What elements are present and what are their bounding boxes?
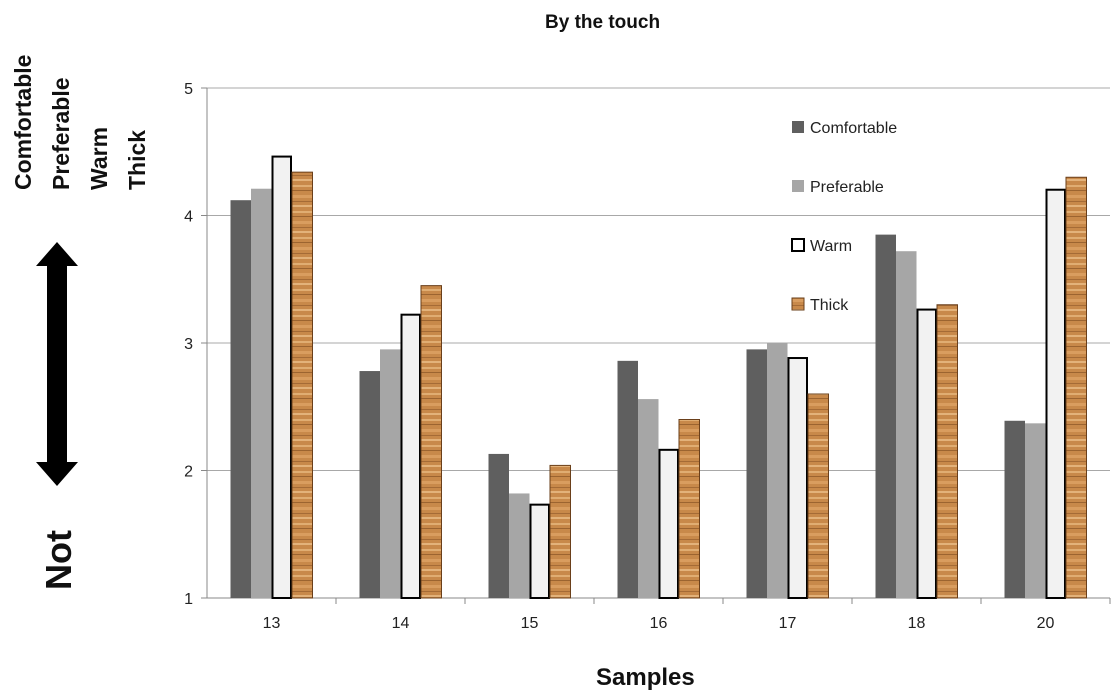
bar-preferable-17	[767, 343, 788, 598]
x-tick-label: 16	[650, 615, 668, 632]
bar-preferable-18	[896, 251, 917, 598]
bar-preferable-13	[251, 188, 272, 598]
bar-thick-17	[807, 393, 829, 599]
bar-preferable-14	[380, 349, 401, 598]
bar-comfortable-15	[488, 453, 509, 598]
bar-thick-16	[678, 419, 700, 599]
bar-warm-17	[787, 357, 808, 599]
y-direction-arrow	[36, 242, 78, 486]
legend-swatch-preferable	[792, 180, 804, 192]
bar-warm-18	[916, 308, 937, 599]
bar-warm-15	[529, 503, 550, 599]
bar-preferable-20	[1025, 423, 1046, 598]
x-tick-label: 14	[392, 615, 410, 632]
bar-comfortable-16	[617, 360, 638, 598]
x-tick-label: 18	[908, 615, 926, 632]
y-tick-label: 2	[184, 464, 193, 481]
y-tick-label: 1	[184, 591, 193, 608]
legend-swatch-comfortable	[792, 121, 804, 133]
x-tick-label: 15	[521, 615, 539, 632]
bar-warm-16	[658, 448, 679, 600]
chart-title: By the touch	[545, 12, 661, 33]
y-tick-label: 4	[184, 209, 193, 226]
legend-swatch-thick	[791, 297, 805, 311]
bar-thick-18	[936, 304, 958, 599]
bar-comfortable-20	[1004, 420, 1025, 598]
bar-warm-20	[1045, 188, 1066, 599]
bar-comfortable-18	[875, 234, 896, 598]
bar-preferable-15	[509, 493, 530, 598]
bar-thick-13	[291, 171, 313, 599]
legend-label-comfortable: Comfortable	[810, 120, 897, 137]
x-tick-label: 17	[779, 615, 797, 632]
bar-comfortable-13	[230, 200, 251, 598]
bar-preferable-16	[638, 399, 659, 598]
x-tick-label: 20	[1037, 615, 1055, 632]
legend-swatch-warm	[791, 238, 805, 252]
y-tick-label: 5	[184, 81, 193, 98]
bar-thick-15	[549, 464, 571, 599]
bar-warm-14	[400, 313, 421, 599]
x-axis-label: Samples	[596, 664, 695, 691]
bar-comfortable-14	[359, 371, 380, 598]
legend-label-warm: Warm	[810, 238, 852, 255]
x-tick-label: 13	[263, 615, 281, 632]
bar-thick-14	[420, 285, 442, 599]
legend-label-thick: Thick	[810, 297, 849, 314]
y-tick-label: 3	[184, 336, 193, 353]
legend-label-preferable: Preferable	[810, 179, 884, 196]
bar-warm-13	[271, 155, 292, 599]
bar-comfortable-17	[746, 349, 767, 598]
bar-thick-20	[1065, 176, 1087, 599]
